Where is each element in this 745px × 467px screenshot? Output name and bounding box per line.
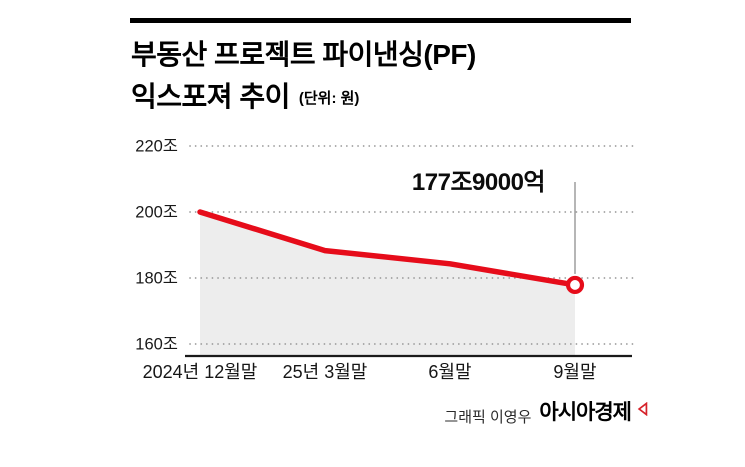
brand-logotype: 아시아경제	[539, 401, 632, 424]
chart-title-line2: 익스포져 추이	[131, 81, 290, 112]
x-tick-label: 6월말	[428, 362, 471, 382]
y-tick-label: 220조	[135, 138, 178, 156]
x-tick-label: 25년 3월말	[283, 362, 368, 382]
area-fill	[200, 212, 575, 356]
chart-title-line1: 부동산 프로젝트 파이낸싱(PF)	[131, 39, 476, 70]
y-tick-label: 200조	[135, 204, 178, 222]
x-tick-label: 2024년 12월말	[143, 362, 258, 382]
pf-line-chart: 220조 200조 180조 160조 2024년 12월말 25년 3월말 6월말 9월말 1…	[135, 138, 636, 382]
credit-text: 그래픽 이영우	[444, 409, 532, 426]
annotation-label: 177조9000억	[412, 169, 545, 196]
x-tick-label: 9월말	[553, 362, 596, 382]
chart-title: 부동산 프로젝트 파이낸싱(PF) 익스포져 추이 (단위: 원)	[131, 34, 476, 123]
y-tick-label: 160조	[135, 336, 178, 354]
chart-title-line2-wrap: 익스포져 추이 (단위: 원)	[131, 76, 476, 123]
asiae-logo-icon	[637, 402, 648, 416]
credit-line: 그래픽 이영우 아시아경제	[444, 401, 649, 427]
trend-line	[197, 209, 578, 288]
y-tick-label: 180조	[135, 270, 178, 288]
unit-note: (단위: 원)	[298, 90, 360, 107]
end-marker	[565, 275, 585, 295]
top-rule	[130, 18, 631, 23]
